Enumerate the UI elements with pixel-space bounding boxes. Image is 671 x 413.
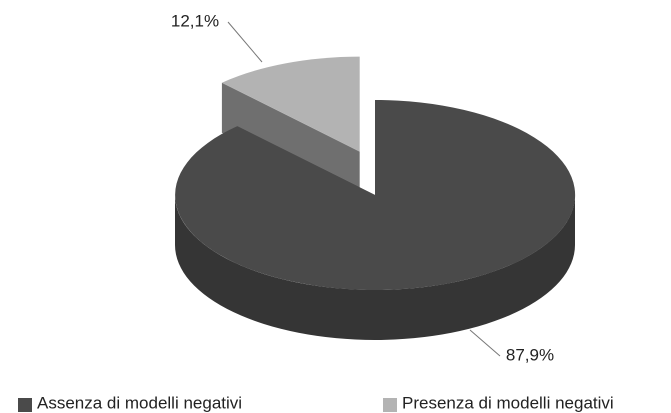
data-label: 87,9% (506, 345, 554, 364)
legend-swatch (383, 398, 397, 412)
data-label: 12,1% (171, 11, 219, 30)
legend-label: Presenza di modelli negativi (402, 393, 614, 412)
leader-line (469, 329, 501, 357)
legend-label: Assenza di modelli negativi (37, 393, 242, 412)
leader-line (227, 21, 263, 63)
pie-slice (221, 56, 360, 152)
legend-swatch (18, 398, 32, 412)
pie-slice (175, 99, 576, 290)
slice-side (175, 195, 575, 340)
